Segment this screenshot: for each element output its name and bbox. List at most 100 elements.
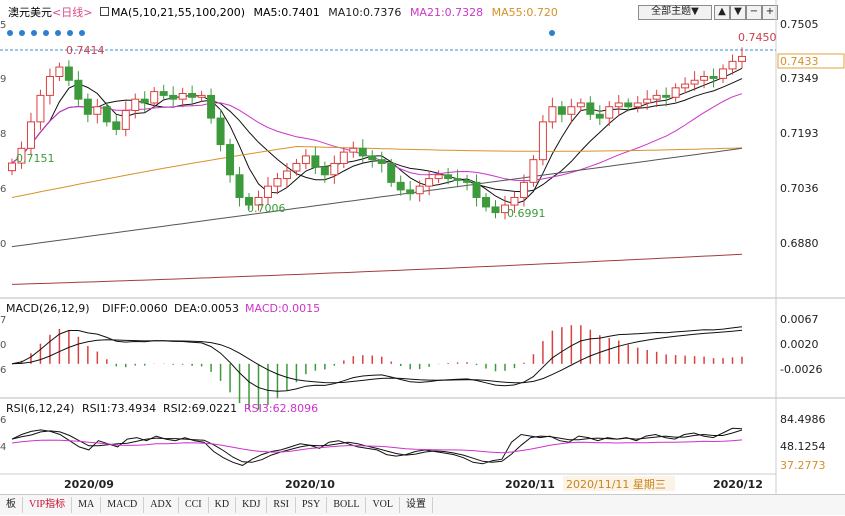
left-tick-partial: 0 [0,239,6,250]
tab-boll[interactable]: BOLL [327,497,367,513]
tab-vol[interactable]: VOL [366,497,400,513]
candle-body [500,204,509,214]
annotation-low: 0.6991 [507,207,546,220]
candle-body [358,147,367,157]
rsi2-line [11,429,743,463]
candle-body [605,106,614,119]
event-markers [7,30,555,36]
candle-body [159,91,168,96]
price-tick: 0.7505 [780,18,819,31]
left-tick-partial: 6 [0,415,6,426]
period-label[interactable]: <日线> [52,6,93,19]
candle-body [595,113,604,119]
candle-body [633,102,642,108]
rsi-tick: 84.4986 [780,413,826,426]
candle-body [216,117,225,146]
candle-body [282,170,291,180]
tab-ma[interactable]: MA [72,497,102,513]
price-tick: 0.7193 [780,127,819,140]
ma55-value: MA55:0.720 [491,6,558,19]
ma100-line [11,147,743,248]
candles [8,47,746,220]
macd-diff-line [11,326,743,392]
event-dot [67,30,73,36]
left-tick-partial: 6 [0,365,6,376]
event-dot [55,30,61,36]
ma5-line [11,67,743,205]
candle-body [690,79,699,85]
macd-dea: DEA:0.0053 [174,302,239,315]
annotation-high: 0.7450 [738,31,777,44]
rsi3-line [11,439,743,454]
ma10-line [11,78,743,193]
tab-cci[interactable]: CCI [179,497,209,513]
left-tick-partial: 5 [0,20,6,31]
ma21-value: MA21:0.7328 [409,6,484,19]
macd-value: MACD:0.0015 [245,302,320,315]
candle-body [662,94,671,98]
tab-vip[interactable]: VIP指标 [23,497,73,513]
candle-body [74,79,83,100]
candle-body [226,144,235,176]
tab-psy[interactable]: PSY [296,497,328,513]
candle-body [482,196,491,208]
event-dot [31,30,37,36]
candle-body [292,162,301,172]
chevron-down-icon[interactable]: ▼ [730,5,746,20]
price-tick: 0.7349 [780,72,819,85]
ma21-line [11,93,743,182]
candle-body [396,181,405,191]
candle-body [557,106,566,115]
tab-rsi[interactable]: RSI [267,497,296,513]
rsi-label: RSI(6,12,24) [6,402,74,415]
minus-icon[interactable]: − [746,5,762,20]
candle-body [671,87,680,98]
candle-body [55,66,64,77]
candle-body [387,162,396,183]
candle-body [538,121,547,161]
candle-body [330,162,339,176]
current-price-label: 0.7433 [780,55,819,68]
candle-body [349,147,358,153]
annotation-low: 0.7006 [247,202,286,215]
candle-body [368,155,377,161]
tab-macd[interactable]: MACD [101,497,145,513]
tab-adx[interactable]: ADX [144,497,179,513]
macd-tick: 0.0067 [780,313,819,326]
ma55-line [11,145,743,198]
annotation-low: 0.7151 [16,152,55,165]
candle-body [510,196,519,206]
candle-body [112,121,121,130]
candle-body [17,147,26,164]
plus-icon[interactable]: + [762,5,778,20]
rsi-tick: 37.2773 [780,459,826,472]
tab-kd[interactable]: KD [209,497,237,513]
candle-body [738,55,746,62]
rsi3-value: RSI3:62.8096 [244,402,318,415]
candle-body [83,98,92,115]
candle-body [614,102,623,108]
candle-body [491,206,500,214]
candle-body [681,83,690,89]
date-label: 2020/10 [285,478,335,491]
ma200-line [11,253,743,285]
candle-body [140,98,149,104]
candle-body [45,75,54,96]
candle-body [245,196,254,206]
chart-canvas: 0.7414 0.7151 0.7006 0.6991 0.7450 0.750… [0,0,845,494]
macd-diff: DIFF:0.0060 [102,302,168,315]
candle-body [150,91,159,104]
tab-settings[interactable]: 设置 [400,497,433,513]
tab-board[interactable]: 板 [0,497,23,513]
event-dot [19,30,25,36]
candle-body [463,179,472,183]
macd-tick: -0.0026 [780,363,822,376]
candle-body [567,106,576,115]
chevron-up-icon[interactable]: ▲ [714,5,730,20]
candle-body [207,94,216,119]
candle-body [700,75,709,81]
indicator-tabbar: 板 VIP指标 MA MACD ADX CCI KD KDJ RSI PSY B… [0,494,845,515]
tab-kdj[interactable]: KDJ [236,497,268,513]
theme-dropdown[interactable]: 全部主题▼ [638,5,712,20]
